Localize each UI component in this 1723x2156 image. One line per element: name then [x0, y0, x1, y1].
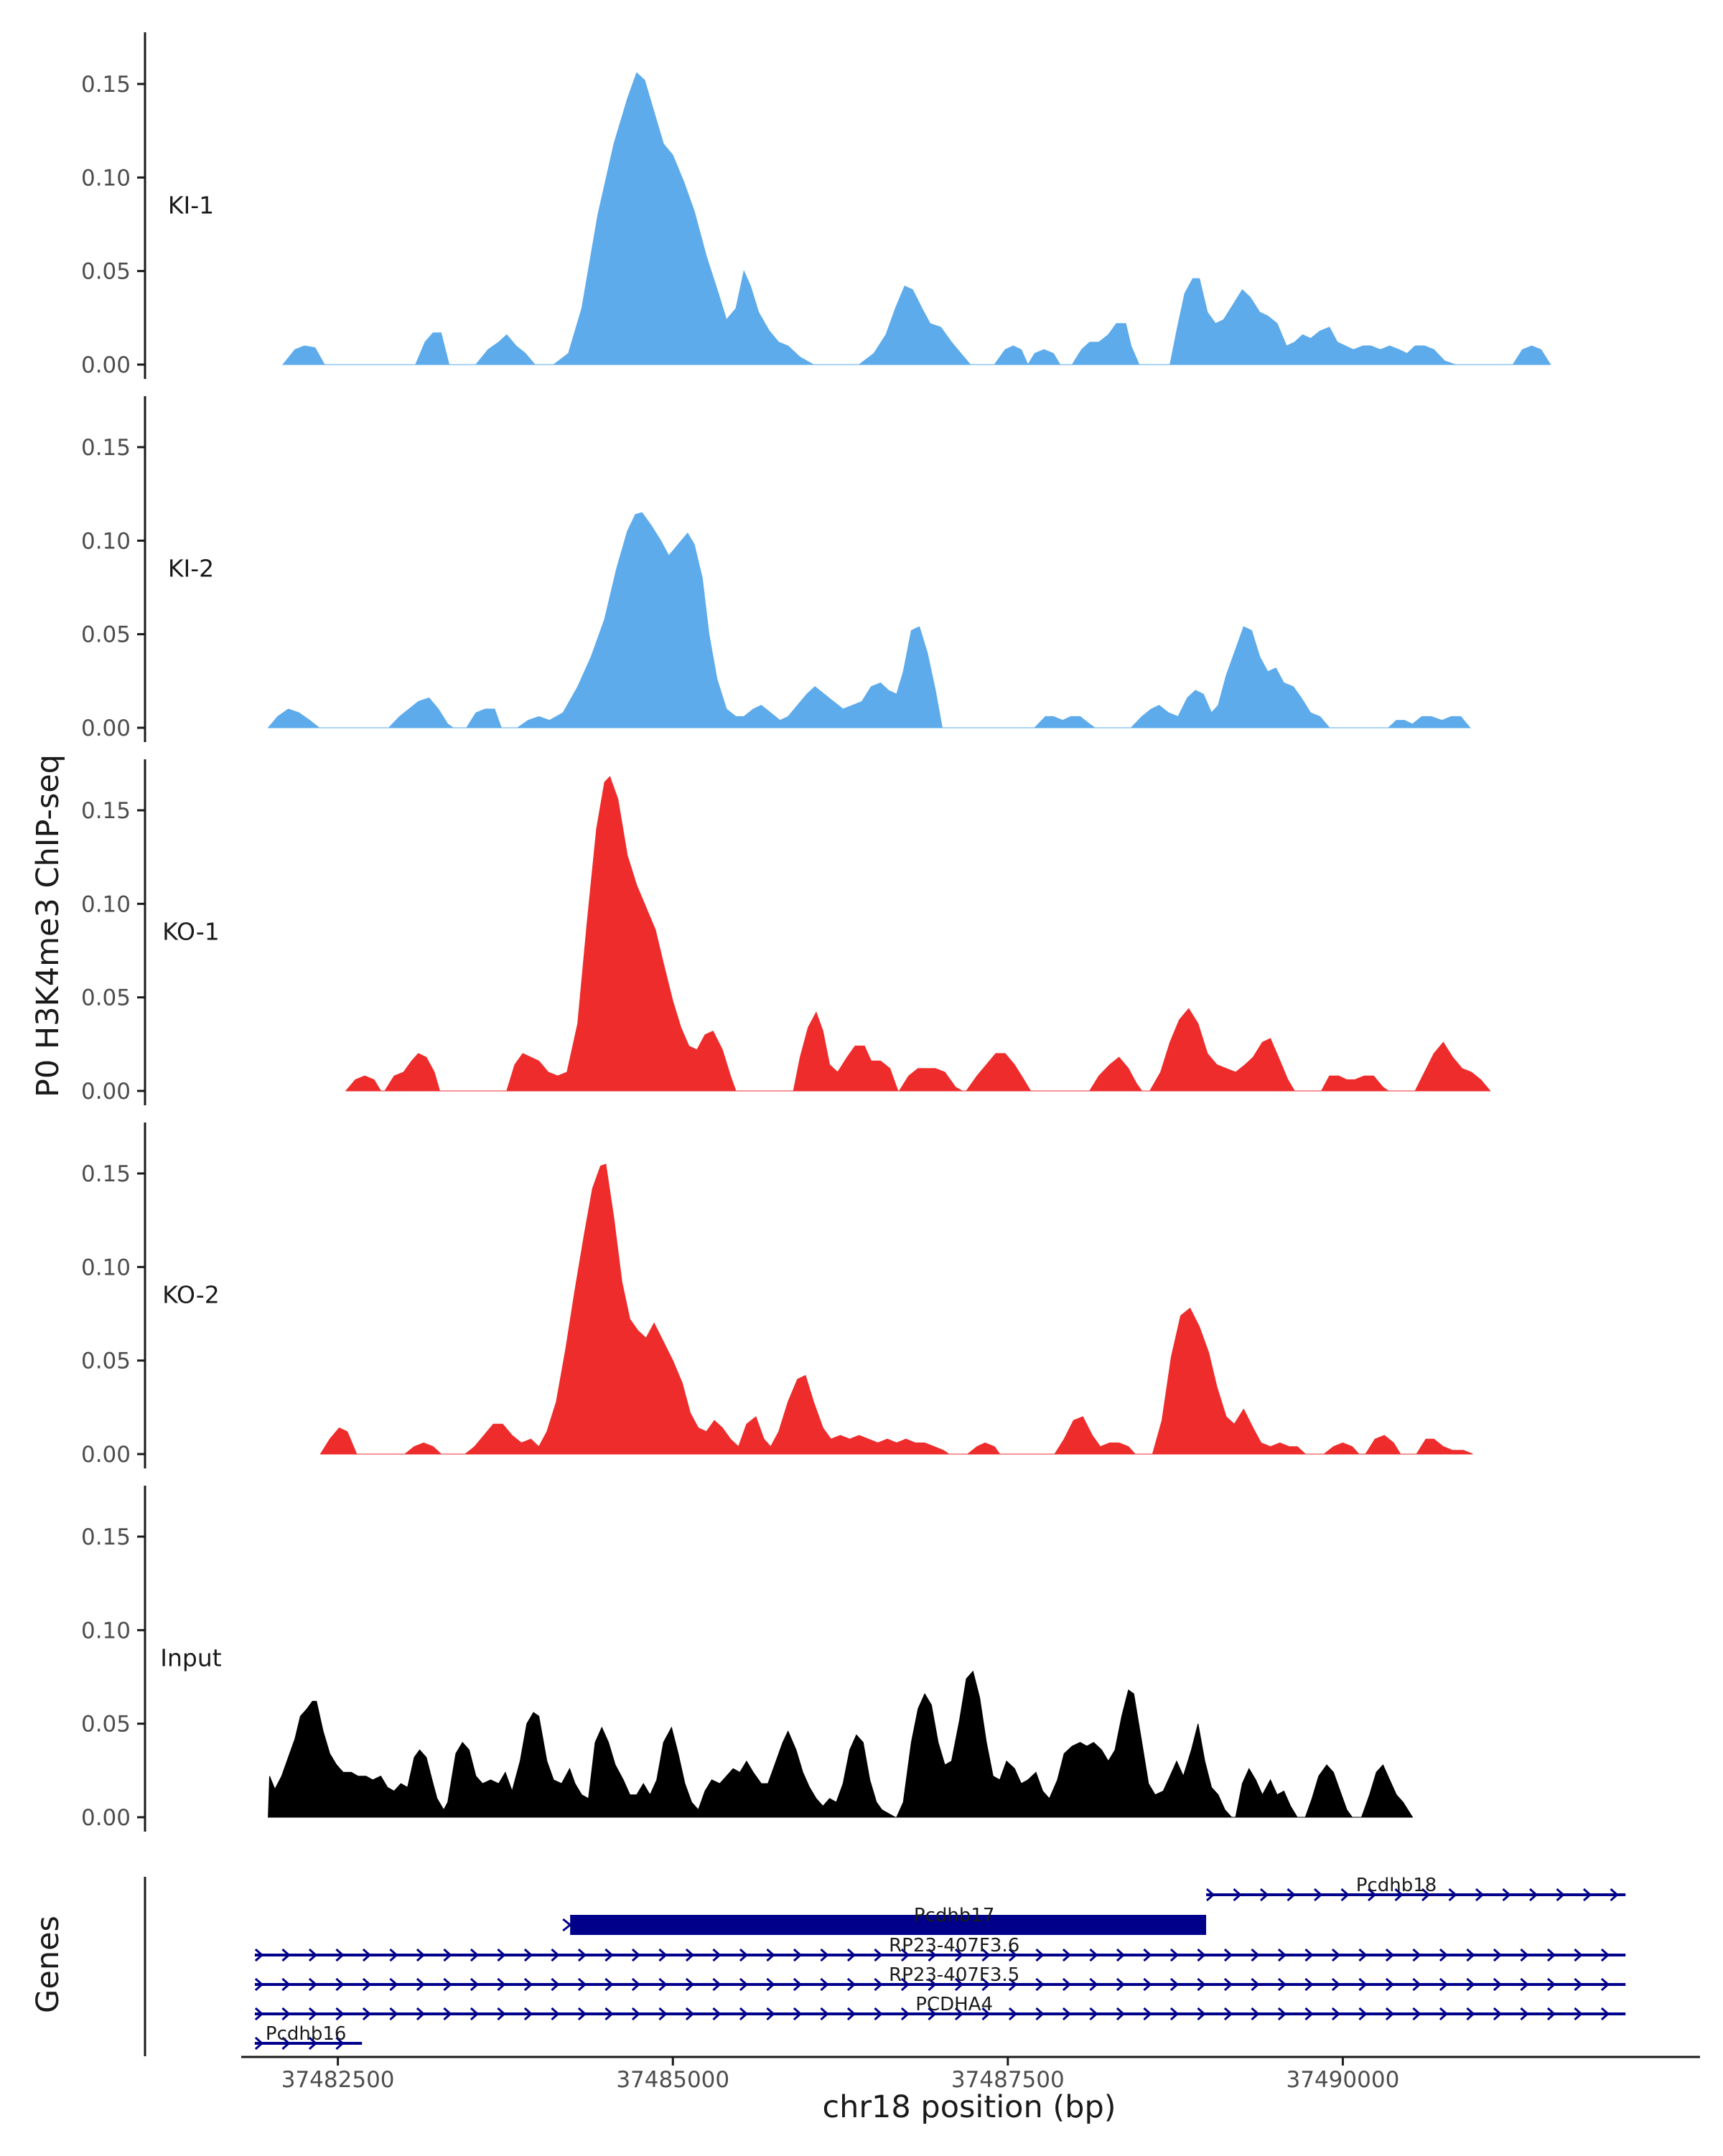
gene-label: Pcdhb18 [1356, 1875, 1437, 1896]
coverage-area-ko-1 [345, 776, 1491, 1092]
gene-pcdha4: PCDHA4 [254, 1994, 1626, 2021]
track-ki-1: 0.00 0.05 0.10 0.15 KI-1 [81, 32, 1551, 379]
y-tick-label: 0.00 [81, 352, 131, 378]
genes-panel: Pcdhb18 Pcdhb17 RP23-407F3.6 RP23-407F3.5 PC… [144, 1875, 1626, 2056]
x-tick-label: 37482500 [281, 2067, 395, 2093]
gene-body [570, 1915, 1207, 1935]
y-tick-label: 0.15 [81, 798, 131, 824]
y-tick-label: 0.00 [81, 1079, 131, 1105]
y-tick-label: 0.10 [81, 165, 131, 191]
coverage-area-input [268, 1670, 1414, 1818]
strand-arrows [254, 2036, 345, 2050]
x-tick-label: 37490000 [1287, 2067, 1400, 2093]
gene-pcdhb16: Pcdhb16 [254, 2023, 363, 2050]
gene-label: Pcdhb16 [266, 2023, 347, 2045]
genes-axis-title: Genes [30, 1916, 66, 2013]
track-ko-2: 0.00 0.05 0.10 0.15 KO-2 [81, 1122, 1473, 1468]
coverage-tracks: 0.00 0.05 0.10 0.15 KI-1 0.00 0.05 0.10 0.15 KI-2… [81, 32, 1551, 1832]
gene-label: PCDHA4 [915, 1994, 993, 2015]
y-tick-label: 0.10 [81, 1618, 131, 1644]
y-tick-label: 0.15 [81, 435, 131, 461]
track-label-ki-1: KI-1 [168, 191, 214, 219]
y-tick-label: 0.00 [81, 716, 131, 741]
y-tick-label: 0.05 [81, 622, 131, 648]
track-label-ko-2: KO-2 [162, 1280, 220, 1308]
track-label-input: Input [160, 1644, 222, 1672]
y-tick-label: 0.15 [81, 1524, 131, 1550]
gene-rp23-407f3.6: RP23-407F3.6 [254, 1935, 1626, 1962]
y-tick-label: 0.00 [81, 1805, 131, 1831]
y-tick-label: 0.15 [81, 1161, 131, 1187]
y-tick-label: 0.00 [81, 1442, 131, 1468]
track-label-ki-2: KI-2 [168, 554, 214, 582]
strand-arrows [1206, 1888, 1619, 1902]
track-input: 0.00 0.05 0.10 0.15 Input [81, 1486, 1414, 1832]
y-tick-label: 0.05 [81, 259, 131, 285]
y-tick-label: 0.10 [81, 891, 131, 917]
x-tick-label: 37487500 [951, 2067, 1065, 2093]
coverage-area-ki-2 [267, 512, 1471, 728]
gene-pcdhb17: Pcdhb17 [562, 1905, 1207, 1935]
y-tick-label: 0.15 [81, 72, 131, 98]
y-tick-label: 0.05 [81, 985, 131, 1011]
y-tick-label: 0.10 [81, 528, 131, 554]
track-label-ko-1: KO-1 [162, 917, 220, 945]
strand-arrows [254, 2007, 1610, 2021]
strand-arrow [562, 1918, 572, 1932]
y-tick-label: 0.05 [81, 1349, 131, 1374]
gene-rp23-407f3.5: RP23-407F3.5 [254, 1964, 1626, 1992]
gene-label: RP23-407F3.6 [889, 1935, 1019, 1956]
track-ko-1: 0.00 0.05 0.10 0.15 KO-1 [81, 759, 1491, 1105]
y-tick-label: 0.10 [81, 1255, 131, 1280]
coverage-area-ko-2 [319, 1163, 1473, 1455]
y-axis-title: P0 H3K4me3 ChIP-seq [30, 754, 66, 1097]
x-tick-label: 37485000 [616, 2067, 729, 2093]
track-ki-2: 0.00 0.05 0.10 0.15 KI-2 [81, 396, 1471, 742]
gene-pcdhb18: Pcdhb18 [1206, 1875, 1626, 1902]
x-axis: 37482500 37485000 37487500 37490000 [241, 2056, 1700, 2093]
x-axis-title: chr18 position (bp) [822, 2089, 1116, 2125]
gene-label: RP23-407F3.5 [889, 1964, 1019, 1986]
y-tick-label: 0.05 [81, 1712, 131, 1738]
strand-arrows [254, 1948, 1610, 1962]
strand-arrows [254, 1977, 1610, 1992]
coverage-area-ki-1 [282, 72, 1551, 366]
gene-label: Pcdhb17 [914, 1905, 995, 1926]
